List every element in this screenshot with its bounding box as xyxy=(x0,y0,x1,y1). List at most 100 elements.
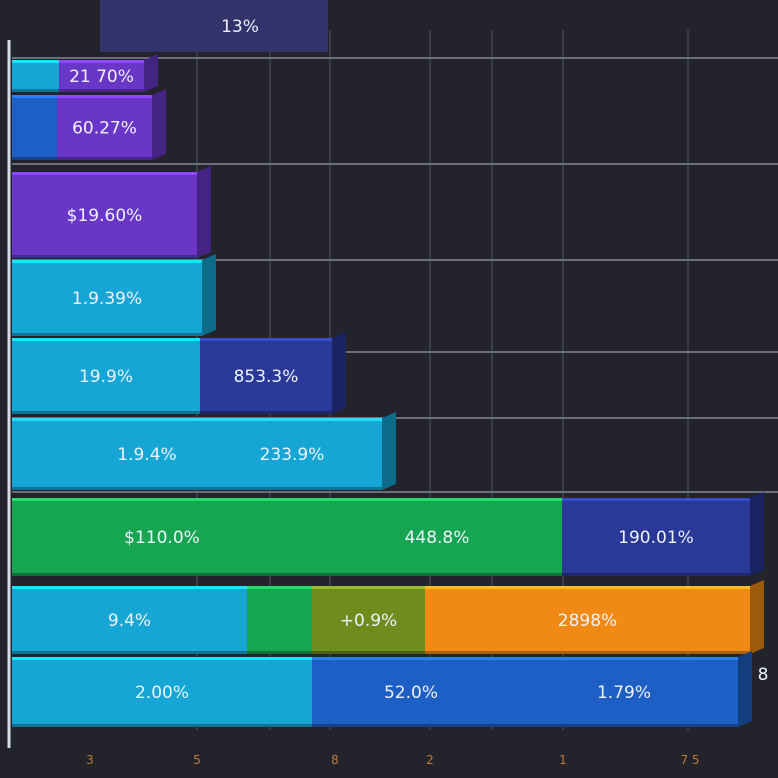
bar-segment-shadow xyxy=(312,651,425,654)
bar-segment-highlight xyxy=(12,260,202,263)
bar-segment-fill xyxy=(12,95,57,160)
bar-segment-label: 2.00% xyxy=(135,683,189,703)
bar-segment xyxy=(12,418,92,490)
bar-segment-highlight xyxy=(92,418,202,421)
bar-segment-highlight xyxy=(562,498,750,501)
bar-segment-shadow xyxy=(312,724,510,727)
bar-segment-shadow xyxy=(312,573,562,576)
bar-segment-fill xyxy=(200,338,332,414)
bar-segment-shadow xyxy=(12,255,197,258)
bar-segment-shadow xyxy=(12,333,202,336)
bar-segment-highlight xyxy=(59,60,144,63)
bar-segment-fill xyxy=(312,498,562,576)
bar-segment-label: 190.01% xyxy=(618,528,694,548)
bar-segment: 190.01% xyxy=(562,498,750,576)
bar-segment: 853.3% xyxy=(200,338,332,414)
bar-segment-fill xyxy=(12,260,202,336)
bar-end-cap xyxy=(202,254,216,336)
bar-segment xyxy=(12,60,59,92)
bar-segment-fill xyxy=(12,60,59,92)
bar-segment: $19.60% xyxy=(12,172,197,258)
bar-segment-shadow xyxy=(92,487,202,490)
bar-segment-shadow xyxy=(12,573,312,576)
bar-segment: 9.4% xyxy=(12,586,247,654)
bar-segment-shadow xyxy=(425,651,750,654)
bar-segment-shadow xyxy=(59,89,144,92)
bar-segment: 2898% xyxy=(425,586,750,654)
bar-segment-shadow xyxy=(12,157,57,160)
bar-segment-shadow xyxy=(12,487,92,490)
bar-segment xyxy=(247,586,312,654)
bar-segment-shadow xyxy=(12,651,247,654)
bar-segment-fill xyxy=(312,586,425,654)
bar-segment-highlight xyxy=(12,498,312,501)
bar-segment: 448.8% xyxy=(312,498,562,576)
bar-segment-highlight xyxy=(425,586,750,589)
bar-segment-label: 1.79% xyxy=(597,683,651,703)
bar-segment-highlight xyxy=(12,586,247,589)
bar-end-cap xyxy=(332,332,346,414)
bar-segment-fill xyxy=(425,586,750,654)
bar-end-cap xyxy=(382,412,396,490)
x-tick-label: 2 xyxy=(426,753,434,767)
bar-segment-shadow xyxy=(562,573,750,576)
bar-segment-label: 853.3% xyxy=(234,367,299,387)
bar-segment-label: 1.9.39% xyxy=(72,289,142,309)
header-block xyxy=(100,0,328,52)
bar-segment-label: 233.9% xyxy=(260,445,325,465)
bar-segment-highlight xyxy=(202,418,382,421)
bars-layer: 21 70% 60.27% $19.60% 1.9.39% 19.9% 853.3% 1.9… xyxy=(12,54,764,727)
bar-segment-shadow xyxy=(200,411,332,414)
bar-segment-fill xyxy=(12,418,92,490)
bar-segment: $110.0% xyxy=(12,498,312,576)
bar-segment-highlight xyxy=(12,172,197,175)
bar-segment-shadow xyxy=(12,724,312,727)
bar-segment-highlight xyxy=(12,418,92,421)
bar-segment-shadow xyxy=(12,89,59,92)
bar-segment: 19.9% xyxy=(12,338,200,414)
bar-segment-shadow xyxy=(12,411,200,414)
bar-segment-highlight xyxy=(12,95,57,98)
x-tick-label: 7 5 xyxy=(680,753,699,767)
bar-segment-fill xyxy=(12,498,312,576)
bar-segment-fill xyxy=(247,586,312,654)
bar-segment: 1.79% xyxy=(510,657,738,727)
bar-segment-shadow xyxy=(202,487,382,490)
bar-segment-highlight xyxy=(12,60,59,63)
bar-segment-label: $19.60% xyxy=(67,206,143,226)
bar-segment: 60.27% xyxy=(57,95,152,160)
x-tick-label: 8 xyxy=(331,753,339,767)
x-tick-label: 5 xyxy=(193,753,201,767)
bar-segment: 1.9.4% xyxy=(92,418,202,490)
bar-segment-highlight xyxy=(312,498,562,501)
bar-end-cap xyxy=(197,166,211,258)
bar-end-cap xyxy=(144,54,158,92)
bar-segment-label: 9.4% xyxy=(108,611,151,631)
bar-segment-highlight xyxy=(312,657,510,660)
bar-segment-highlight xyxy=(57,95,152,98)
bar-segment-label: 19.9% xyxy=(79,367,133,387)
bar-segment: 1.9.39% xyxy=(12,260,202,336)
bar-segment-fill xyxy=(12,586,247,654)
bar-segment-label: 2898% xyxy=(558,611,617,631)
bar-segment-highlight xyxy=(247,586,312,589)
bar-segment-highlight xyxy=(312,586,425,589)
header-layer: 13% xyxy=(100,0,328,52)
bar-segment-label: $110.0% xyxy=(124,528,200,548)
bar-segment-shadow xyxy=(510,724,738,727)
bar-segment-label: 448.8% xyxy=(405,528,470,548)
bar-end-cap xyxy=(152,89,166,160)
bar-segment-shadow xyxy=(57,157,152,160)
bar-segment: 21 70% xyxy=(59,60,144,92)
bar-segment-fill xyxy=(562,498,750,576)
bar-segment: 233.9% xyxy=(202,418,382,490)
bar-segment-fill xyxy=(202,418,382,490)
bar-segment-highlight xyxy=(12,657,312,660)
axis-layer: 3 5 8 2 1 7 5 8 xyxy=(7,40,768,767)
bar-segment-highlight xyxy=(12,338,200,341)
bar-end-cap xyxy=(750,492,764,576)
bar-segment: +0.9% xyxy=(312,586,425,654)
bar-segment-label: 52.0% xyxy=(384,683,438,703)
bar-segment-fill xyxy=(59,60,144,92)
